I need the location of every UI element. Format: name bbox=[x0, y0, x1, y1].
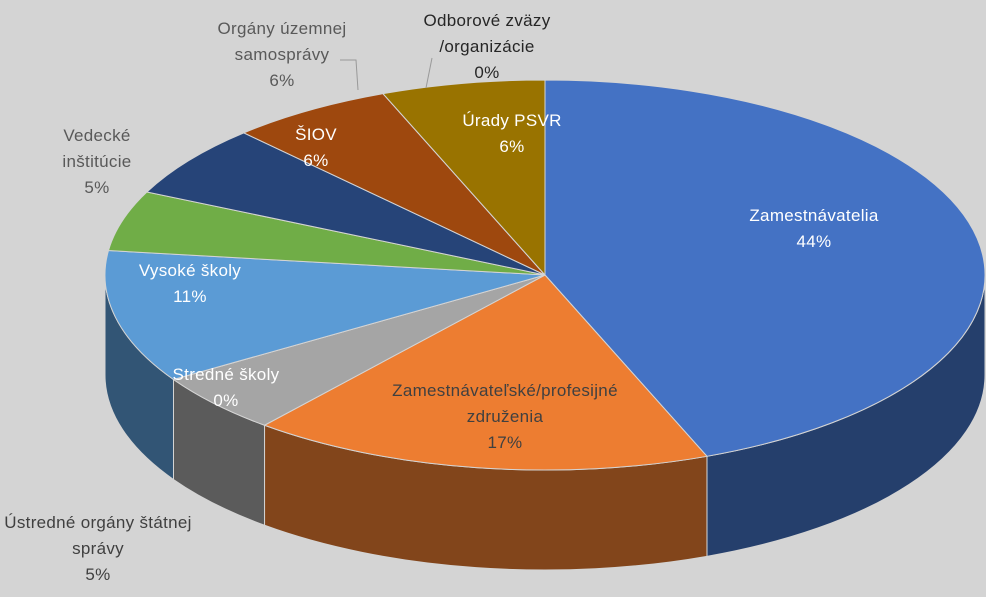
label-name: Zamestnávateľské/profesijné združenia bbox=[392, 381, 618, 426]
data-label: Zamestnávatelia 44% bbox=[714, 203, 914, 255]
data-label: Vedecké inštitúcie 5% bbox=[42, 123, 152, 201]
data-label: Ústredné orgány štátnej správy 5% bbox=[3, 510, 193, 588]
leader-line bbox=[425, 57, 433, 89]
slice bbox=[382, 79, 546, 277]
data-label: ŠIOV 6% bbox=[276, 122, 356, 174]
label-name: Odborové zväzy /organizácie bbox=[423, 11, 551, 56]
data-label: Orgány územnej samosprávy 6% bbox=[197, 16, 367, 94]
label-value: 0% bbox=[213, 391, 239, 410]
label-name: Vedecké inštitúcie bbox=[62, 126, 132, 171]
label-name: Orgány územnej samosprávy bbox=[217, 19, 347, 64]
label-value: 6% bbox=[499, 137, 525, 156]
label-name: Zamestnávatelia bbox=[749, 206, 879, 225]
data-label: Úrady PSVR 6% bbox=[457, 108, 567, 160]
label-name: Stredné školy bbox=[172, 365, 280, 384]
data-label: Vysoké školy 11% bbox=[110, 258, 270, 310]
label-value: 6% bbox=[303, 151, 329, 170]
slice bbox=[242, 93, 546, 276]
label-name: Ústredné orgány štátnej správy bbox=[4, 513, 192, 558]
data-label: Odborové zväzy /organizácie 0% bbox=[407, 8, 567, 86]
label-value: 0% bbox=[474, 63, 500, 82]
label-name: ŠIOV bbox=[295, 125, 337, 144]
label-value: 5% bbox=[85, 565, 111, 584]
label-name: Vysoké školy bbox=[138, 261, 242, 280]
slice bbox=[104, 250, 546, 381]
label-value: 5% bbox=[84, 178, 110, 197]
label-value: 6% bbox=[269, 71, 295, 90]
label-name: Úrady PSVR bbox=[462, 111, 562, 130]
slice bbox=[544, 79, 986, 457]
label-value: 44% bbox=[796, 232, 832, 251]
data-label: Stredné školy 0% bbox=[146, 362, 306, 414]
data-label: Zamestnávateľské/profesijné združenia 17% bbox=[390, 378, 620, 456]
slice bbox=[263, 274, 708, 471]
slice bbox=[145, 132, 546, 276]
label-value: 17% bbox=[487, 433, 523, 452]
leader-line bbox=[340, 59, 359, 91]
label-value: 11% bbox=[173, 287, 207, 306]
